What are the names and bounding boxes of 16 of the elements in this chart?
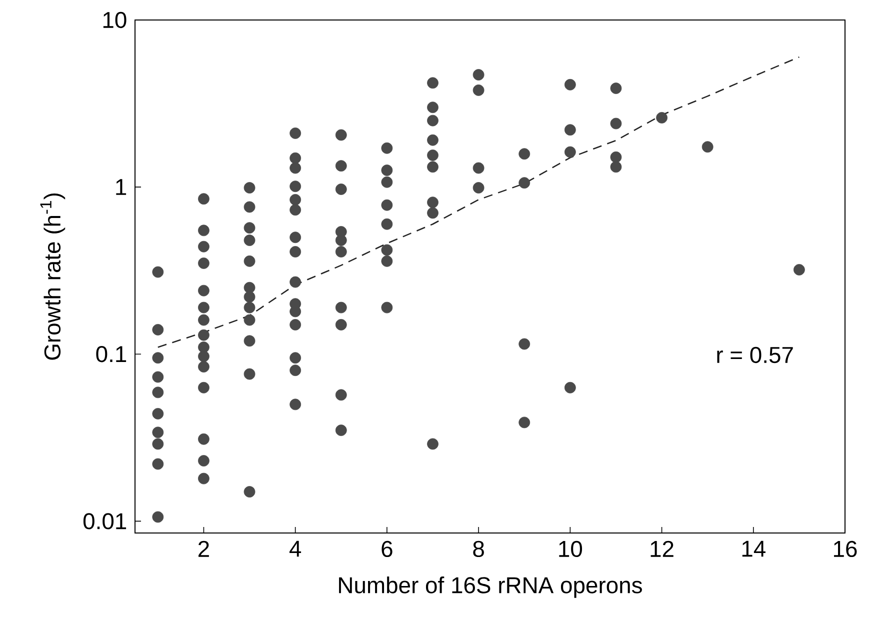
x-tick-label: 10 [559,540,582,558]
x-tick-label: 6 [382,540,392,558]
y-tick-label: 0.1 [96,346,126,362]
x-tick-label: 2 [198,540,209,557]
y-axis-title: Growth rate (h$^{-1}$) [40,193,66,360]
x-axis-title: Number of 16S rRNA operons [339,576,642,598]
x-tick-label: 14 [742,540,766,557]
y-tick-label: 0.01 [83,513,126,530]
line-series [157,56,800,348]
annotation: r = 0.57 [717,346,793,364]
x-tick-label: 8 [473,540,484,558]
y-tick-label: 10 [103,12,126,28]
y-tick-label: 1 [116,179,126,195]
x-tick-label: 16 [834,540,857,558]
x-tick-label: 4 [289,540,302,557]
x-tick-label: 12 [650,540,674,557]
